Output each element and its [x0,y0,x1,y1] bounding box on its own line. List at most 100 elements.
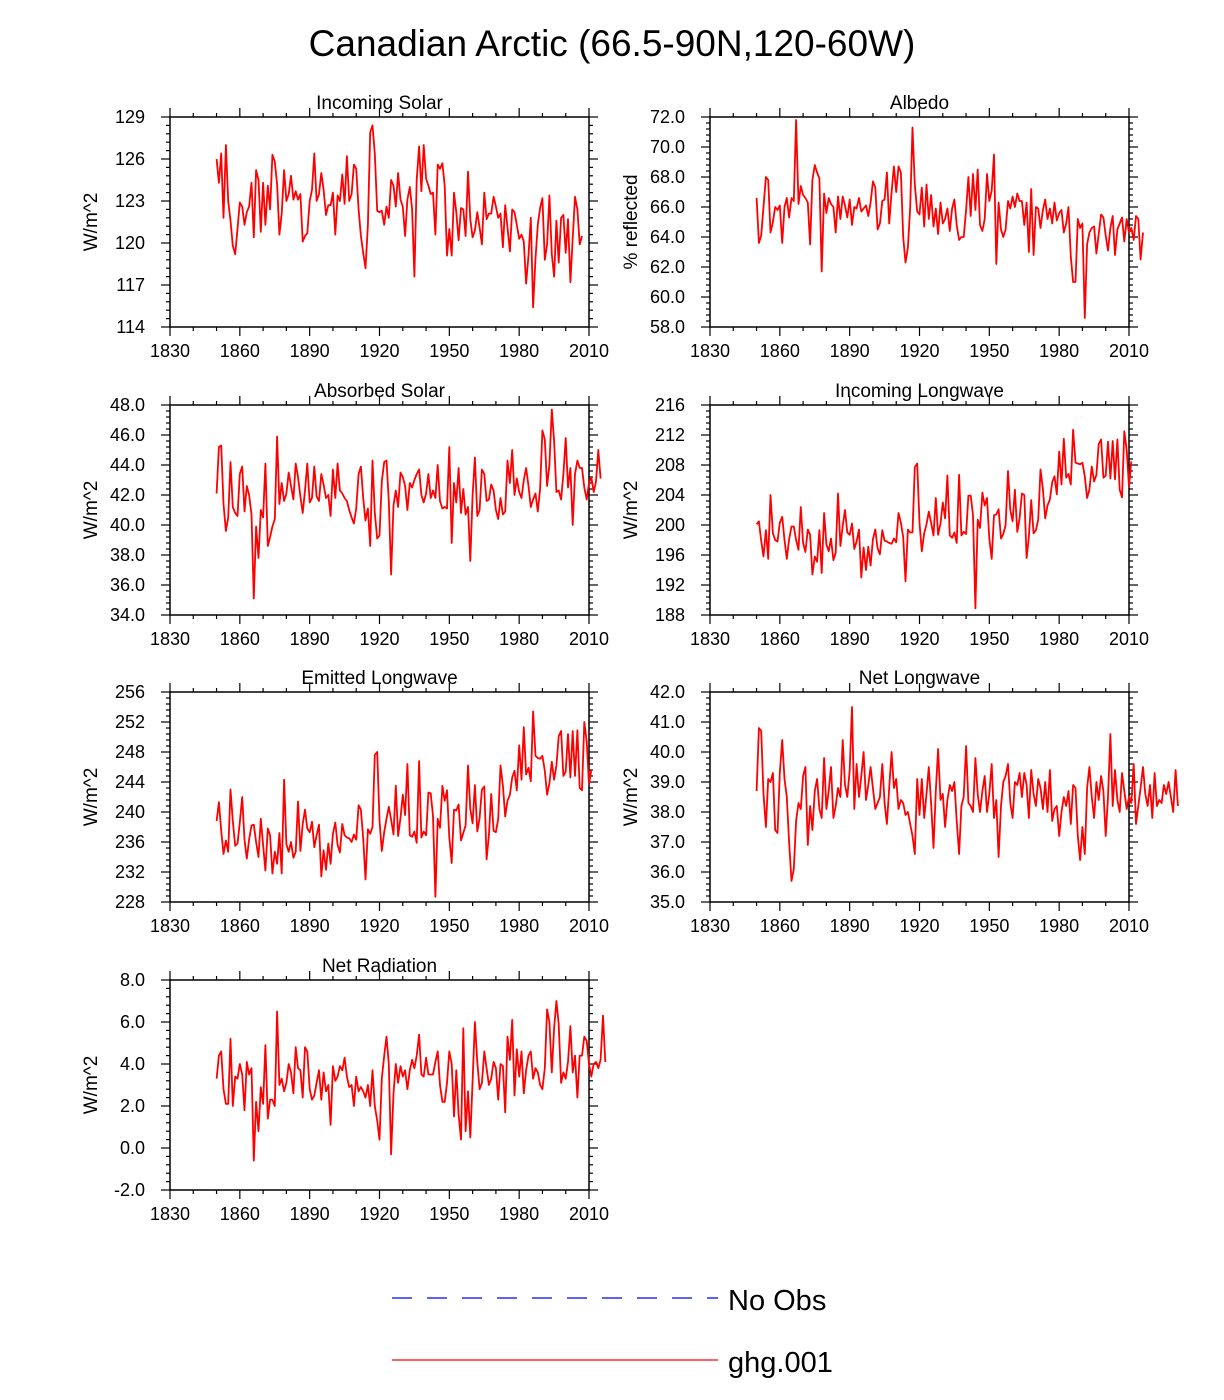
x-tick-label: 1830 [150,1204,190,1224]
y-axis-label: W/m^2 [621,768,642,827]
y-tick-label: 192 [655,575,685,595]
y-tick-label: 216 [655,395,685,415]
x-tick-label: 1950 [429,341,469,361]
x-tick-label: 1830 [690,629,730,649]
y-tick-label: 40.0 [110,515,145,535]
y-tick-label: 114 [116,317,145,337]
x-tick-label: 2010 [1109,916,1149,936]
y-tick-label: 44.0 [110,455,145,475]
x-tick-label: 1860 [220,341,260,361]
x-tick-label: 1950 [429,629,469,649]
x-tick-label: 1860 [760,916,800,936]
x-tick-label: 1950 [429,1204,469,1224]
y-axis-label: W/m^2 [621,481,642,540]
y-tick-label: 68.0 [650,167,685,187]
y-tick-label: 62.0 [650,257,685,277]
panels: Incoming Solar W/m^2 1830 1860 1890 1920 1950 1… [81,93,1179,1224]
y-tick-label: 38.0 [110,545,145,565]
y-tick-label: 4.0 [120,1054,145,1074]
y-axis-label: W/m^2 [81,193,102,252]
y-tick-label: 36.0 [110,575,145,595]
series-line-ghg-001 [755,706,1179,882]
y-tick-label: 66.0 [650,197,685,217]
x-tick-label: 1980 [499,916,539,936]
y-tick-label: 196 [655,545,685,565]
x-tick-label: 1980 [1039,341,1079,361]
legend-label-ghg-001: ghg.001 [728,1347,833,1379]
y-tick-label: 240 [115,802,145,822]
x-tick-label: 1950 [969,629,1009,649]
x-tick-label: 1980 [499,1204,539,1224]
x-tick-label: 2010 [569,341,609,361]
x-tick-label: 1950 [429,916,469,936]
x-tick-label: 1890 [830,916,870,936]
x-tick-label: 1950 [969,341,1009,361]
y-tick-label: 70.0 [650,137,685,157]
y-tick-label: 126 [115,149,145,169]
x-tick-label: 1890 [290,1204,330,1224]
y-tick-label: 6.0 [120,1012,145,1032]
y-tick-label: 42.0 [110,485,145,505]
x-tick-label: 1950 [969,916,1009,936]
y-tick-label: 228 [115,892,145,912]
y-tick-label: 208 [655,455,685,475]
y-tick-label: 232 [115,862,145,882]
series-line-ghg-001 [215,124,583,309]
x-tick-label: 1980 [499,629,539,649]
y-tick-label: 72.0 [650,107,685,127]
y-tick-label: 0.0 [120,1138,145,1158]
y-tick-label: 244 [115,772,145,792]
x-tick-label: 1920 [359,629,399,649]
y-tick-label: 117 [116,275,145,295]
panel-title: Incoming Longwave [835,381,1004,402]
x-tick-label: 1860 [760,341,800,361]
x-tick-label: 2010 [569,629,609,649]
x-tick-label: 1920 [359,341,399,361]
legend: No Obs ghg.001 [392,1285,833,1379]
x-tick-label: 1890 [290,629,330,649]
y-tick-label: 48.0 [110,395,145,415]
panel-title: Absorbed Solar [314,381,446,402]
x-tick-label: 1890 [830,341,870,361]
y-tick-label: 120 [115,233,145,253]
panel-emitted-longwave: Emitted Longwave W/m^2 1830 1860 1890 1920 195… [81,668,609,936]
series-line-ghg-001 [755,428,1133,610]
x-tick-label: 1890 [830,629,870,649]
y-axis-label: % reflected [621,174,642,269]
panel-title: Net Longwave [859,668,980,689]
y-tick-label: 236 [115,832,145,852]
series-line-ghg-001 [215,408,602,600]
x-tick-label: 1860 [220,916,260,936]
y-tick-label: 204 [655,485,685,505]
series-line-ghg-001 [215,1000,607,1162]
x-tick-label: 1830 [150,341,190,361]
x-tick-label: 2010 [569,1204,609,1224]
panel-title: Albedo [890,93,949,114]
y-tick-label: 41.0 [650,712,685,732]
x-tick-label: 1980 [1039,916,1079,936]
x-tick-label: 1980 [1039,629,1079,649]
panel-title: Incoming Solar [316,93,443,114]
y-tick-label: 212 [655,425,685,445]
figure-title: Canadian Arctic (66.5-90N,120-60W) [309,23,916,64]
y-tick-label: 38.0 [650,802,685,822]
y-tick-label: 58.0 [650,317,685,337]
panel-title: Net Radiation [322,956,437,977]
x-tick-label: 1860 [220,629,260,649]
panel-incoming-solar: Incoming Solar W/m^2 1830 1860 1890 1920 1950 1… [81,93,609,361]
x-tick-label: 2010 [1109,341,1149,361]
y-tick-label: -2.0 [114,1180,145,1200]
y-tick-label: 129 [115,107,145,127]
y-axis-label: W/m^2 [81,768,102,827]
x-tick-label: 1920 [899,916,939,936]
legend-item-no-obs: No Obs [392,1285,826,1317]
y-tick-label: 34.0 [110,605,145,625]
y-tick-label: 60.0 [650,287,685,307]
x-tick-label: 1890 [290,341,330,361]
y-tick-label: 252 [115,712,145,732]
y-tick-label: 46.0 [110,425,145,445]
x-tick-label: 1920 [899,629,939,649]
y-tick-label: 123 [115,191,145,211]
panel-title: Emitted Longwave [301,668,457,689]
